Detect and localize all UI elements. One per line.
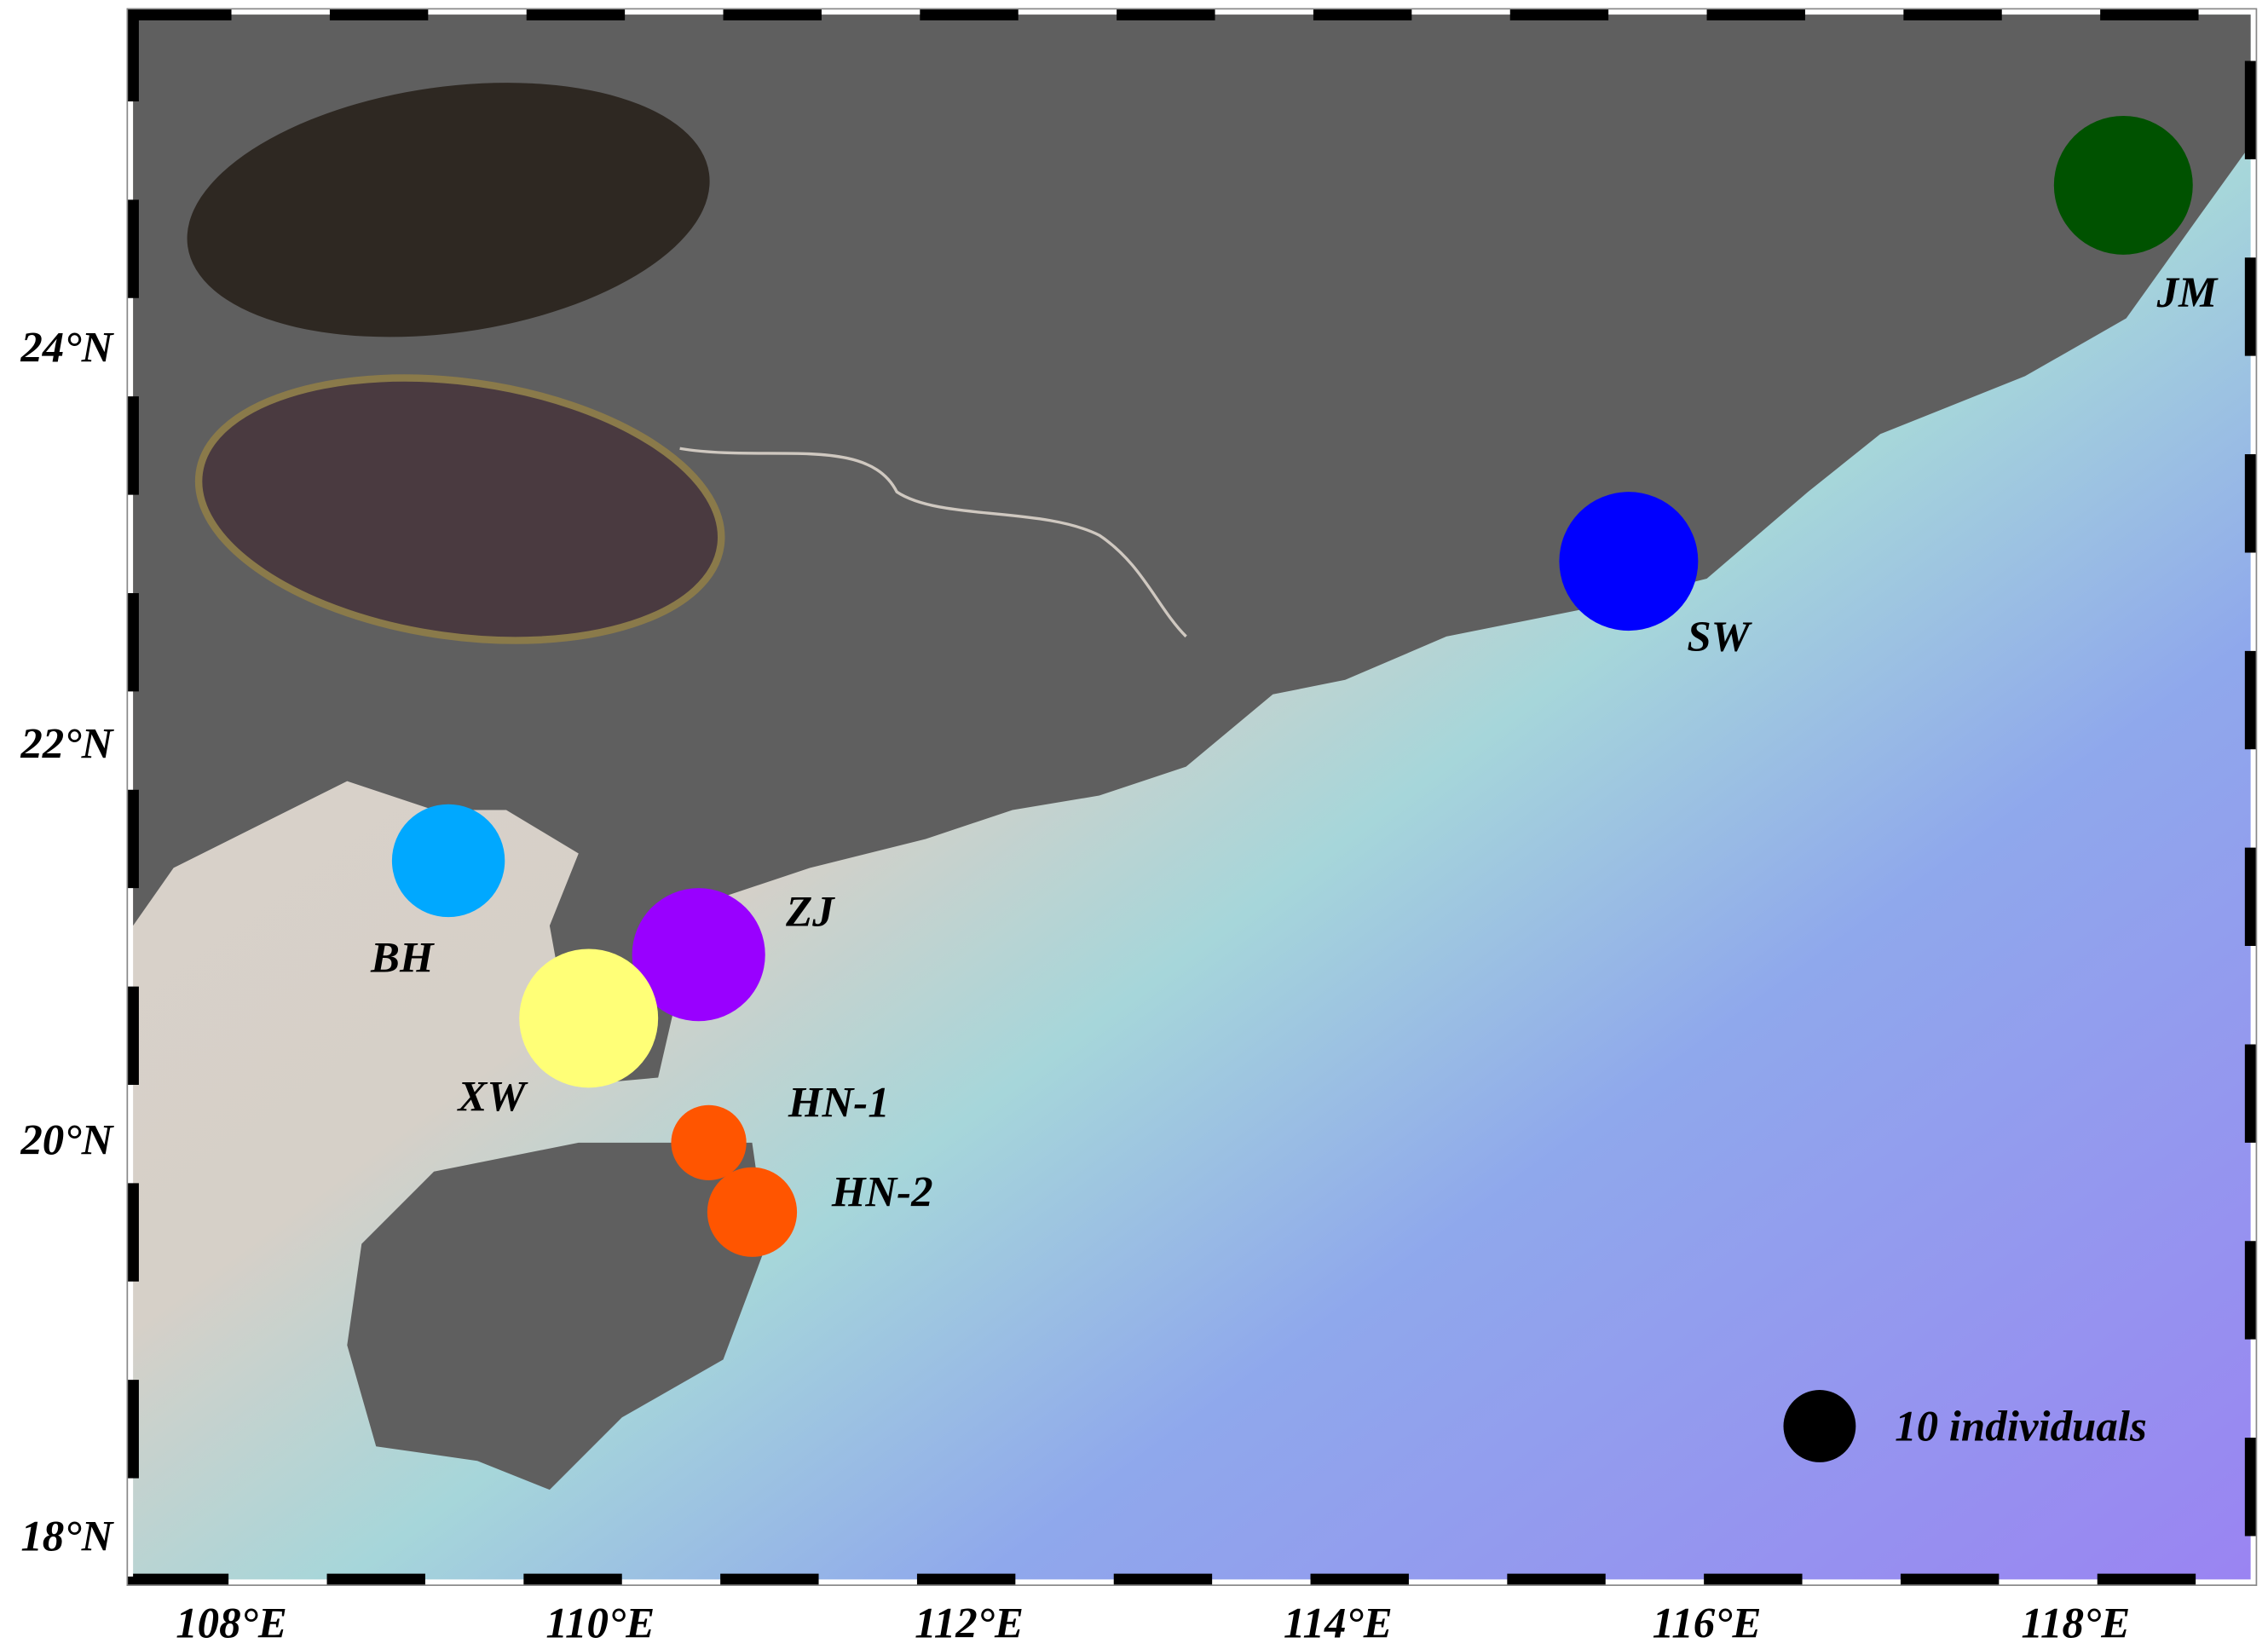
site-marker (2053, 115, 2193, 255)
site-label: ZJ (785, 888, 835, 936)
x-axis-label: 118°E (2021, 1600, 2130, 1647)
x-axis-label: 116°E (1653, 1600, 1762, 1647)
mussel-shell-outside (187, 83, 710, 337)
site-marker (707, 1167, 798, 1257)
x-axis-label: 114°E (1284, 1600, 1393, 1647)
site-marker (391, 804, 505, 918)
river (679, 447, 1187, 638)
map-frame-outline (126, 8, 2258, 1587)
legend-label: 10 individuals (1895, 1403, 2147, 1450)
site-marker (671, 1104, 747, 1180)
mainland (133, 14, 2251, 1085)
site-markers (391, 115, 2193, 1462)
site-label: HN-2 (831, 1169, 933, 1217)
legend-marker (1783, 1390, 1856, 1462)
y-axis-label: 18°N (20, 1513, 114, 1560)
site-label: JM (2156, 269, 2219, 317)
y-axis-label: 22°N (20, 720, 114, 768)
site-marker (632, 888, 765, 1022)
x-axis-label: 108°E (176, 1600, 287, 1647)
x-axis-label: 112°E (915, 1600, 1024, 1647)
x-axis-label: 110°E (545, 1600, 655, 1647)
site-label: SW (1687, 614, 1752, 661)
hainan-island (347, 1142, 767, 1490)
site-label: HN-1 (788, 1079, 890, 1127)
site-marker (519, 948, 659, 1088)
map-frame (127, 9, 2257, 1586)
y-axis-label: 20°N (20, 1116, 114, 1164)
site-label: BH (370, 935, 435, 983)
labels: 108°E 110°E 112°E 114°E 116°E 118°E 24°N 22°N 20… (20, 269, 2219, 1647)
site-label: XW (456, 1074, 528, 1121)
y-axis-label: 24°N (20, 324, 114, 372)
site-marker (1559, 492, 1699, 631)
mussel-shell-inside (194, 374, 725, 644)
